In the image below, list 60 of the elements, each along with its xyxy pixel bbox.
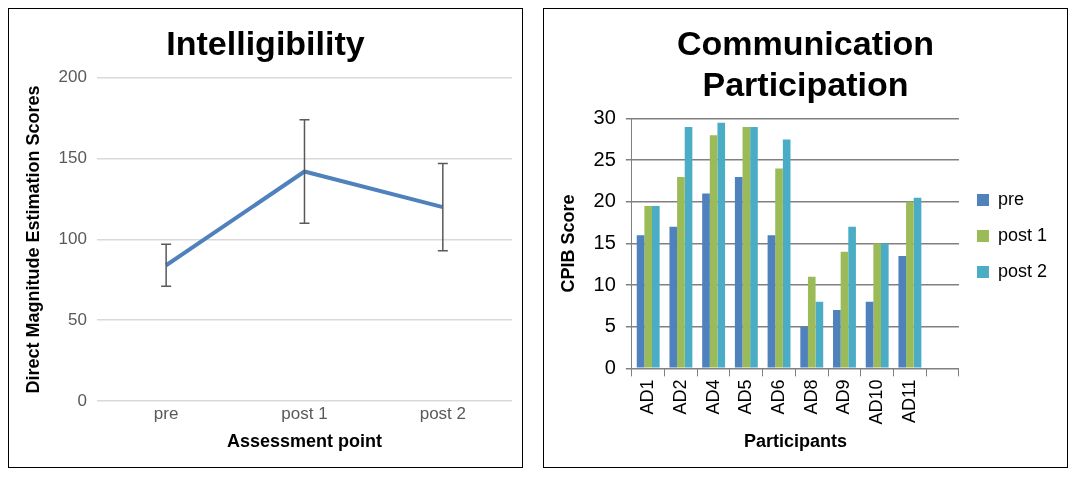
bar xyxy=(782,139,791,368)
bar xyxy=(669,226,678,368)
bar xyxy=(873,243,881,368)
x-tick-label: pre xyxy=(153,403,179,423)
legend-label: pre xyxy=(997,188,1024,209)
bar xyxy=(702,193,710,368)
y-tick-label: 15 xyxy=(593,231,616,253)
y-tick-label: 30 xyxy=(593,106,616,129)
bar xyxy=(906,201,914,368)
bar xyxy=(881,243,889,368)
legend-label: post 2 xyxy=(997,260,1048,281)
bar xyxy=(644,206,653,368)
x-tick-label: AD2 xyxy=(669,379,690,415)
x-axis-title: Participants xyxy=(743,431,847,452)
bar xyxy=(840,251,849,368)
bar xyxy=(677,176,685,368)
bar xyxy=(684,126,693,368)
y-tick-label: 150 xyxy=(58,148,87,168)
bar xyxy=(865,301,874,368)
x-tick-label: AD9 xyxy=(833,379,854,415)
bar xyxy=(750,126,758,368)
bar xyxy=(898,255,907,368)
x-tick-label: AD6 xyxy=(768,379,789,415)
y-tick-label: 50 xyxy=(68,309,87,329)
y-axis-title: Direct Magnitude Estimation Scores xyxy=(22,85,43,394)
y-tick-label: 20 xyxy=(593,189,616,212)
x-tick-label: post 2 xyxy=(419,403,466,423)
x-tick-label: AD5 xyxy=(735,379,756,415)
chart-title: Communication Participation xyxy=(677,23,934,103)
bar xyxy=(848,226,856,368)
x-tick-label: AD8 xyxy=(800,379,821,415)
x-axis-title: Assessment point xyxy=(226,431,383,452)
x-tick-label: AD1 xyxy=(637,379,658,415)
bar xyxy=(717,122,726,368)
y-axis-title: CPIB Score xyxy=(557,194,578,293)
bar xyxy=(913,197,922,368)
legend-label: post 1 xyxy=(997,224,1048,245)
bar xyxy=(709,135,718,368)
x-tick-label: AD4 xyxy=(702,379,723,415)
y-tick-label: 0 xyxy=(77,390,87,410)
bar xyxy=(807,276,816,368)
bar xyxy=(742,126,751,368)
bar xyxy=(652,206,660,368)
y-tick-label: 200 xyxy=(58,67,87,87)
x-tick-label: AD11 xyxy=(898,379,919,424)
y-tick-label: 25 xyxy=(593,147,616,170)
y-tick-label: 10 xyxy=(593,272,616,295)
y-tick-label: 0 xyxy=(604,355,616,378)
bar xyxy=(815,301,824,368)
bar xyxy=(767,235,776,368)
bar xyxy=(833,310,841,368)
bar xyxy=(636,235,645,368)
chart-title: Intelligibility xyxy=(166,23,365,62)
x-tick-label: AD10 xyxy=(866,379,887,425)
bar xyxy=(734,176,743,368)
x-tick-label: post 1 xyxy=(281,403,328,423)
bar xyxy=(800,326,808,368)
y-tick-label: 100 xyxy=(58,229,87,249)
bar xyxy=(775,168,783,368)
y-tick-label: 5 xyxy=(604,314,616,337)
